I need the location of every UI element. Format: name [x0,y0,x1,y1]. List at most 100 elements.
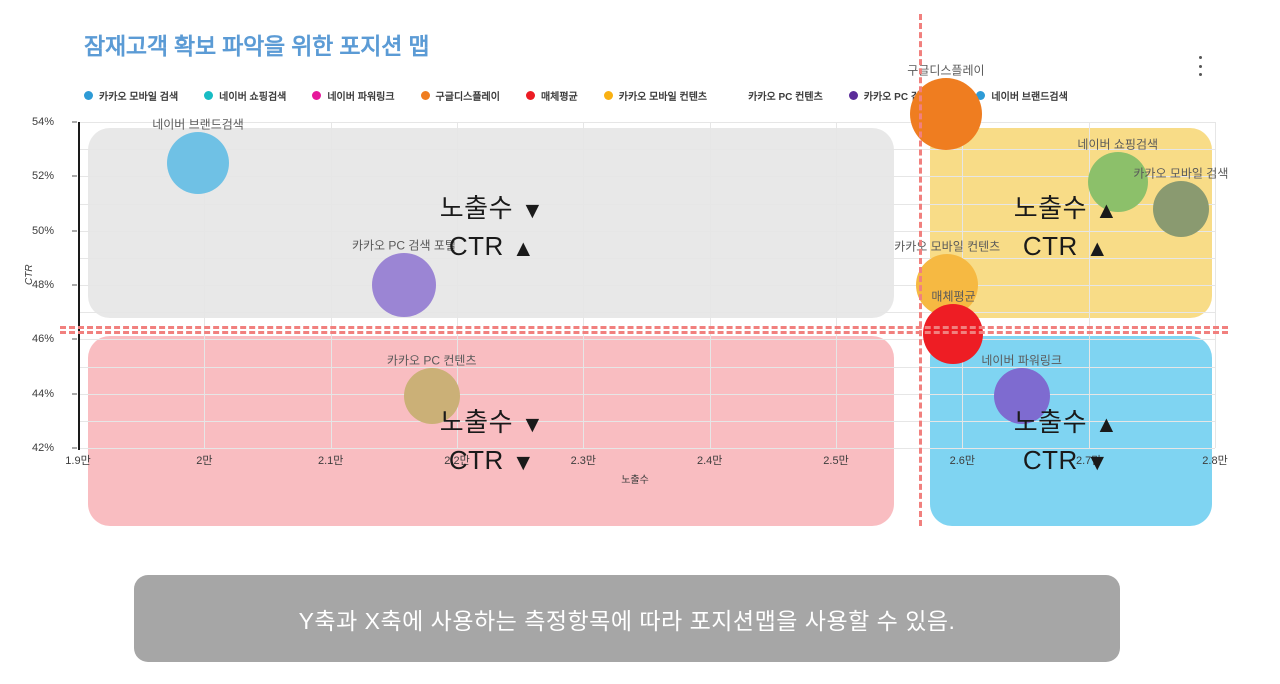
legend-dot-icon [312,90,322,100]
quadrant-label-bottom-left: 노출수 ▼ CTR ▼ [440,404,545,479]
x-axis-tick-label: 2.7만 [1075,455,1102,467]
ql-tr-arrow1: ▲ [1095,197,1119,223]
legend-label: 네이버 브랜드검색 [991,91,1068,103]
quadrant-label-bottom-right: 노출수 ▲ CTR ▼ [1014,404,1119,479]
chart-legend: 카카오 모바일 검색 네이버 쇼핑검색 네이버 파워링크 구글디스플레이 매체평균 카카오… [84,88,1164,106]
y-axis-tickmark [72,393,77,395]
y-axis-tickmark [72,284,77,286]
ql-bl-metric2: CTR [448,444,504,475]
legend-dot-icon [525,90,535,100]
legend-label: 네이버 파워링크 [327,91,395,103]
data-point-bubble[interactable] [167,131,230,194]
x-axis-tick-label: 1.9만 [65,455,91,467]
gridline-horizontal [78,393,1215,395]
legend-item[interactable]: 카카오 모바일 검색 [84,88,179,103]
reference-line-vertical [919,14,922,526]
ql-tr-metric1: 노출수 [1013,193,1087,223]
legend-dot-icon [420,90,430,100]
legend-item[interactable]: 네이버 브랜드검색 [976,88,1068,103]
gridline-horizontal [78,176,1215,178]
legend-label: 카카오 모바일 컨텐츠 [618,91,708,103]
x-axis-tick-label: 2.8만 [1202,455,1228,467]
quadrant-bottom-left [88,336,894,526]
ql-tl-metric1: 노출수 [439,193,513,223]
ql-br-arrow2: ▼ [1085,448,1110,475]
reference-line-horizontal-2 [60,331,1228,334]
data-point-bubble[interactable] [1152,180,1209,237]
caption-text: Y축과 X축에 사용하는 측정항목에 따라 포지션맵을 사용할 수 있음. [298,607,956,634]
x-axis-title: 노출수 [621,475,649,486]
y-axis-title: CTR [24,264,35,285]
plot-area: 네이버 브랜드검색 카카오 PC 검색 포털 카카오 PC 컨텐츠 구글디스플레이 카카… [78,63,1228,449]
data-point-bubble[interactable] [1087,151,1148,212]
ql-tl-arrow1: ▼ [521,197,545,223]
legend-label: 카카오 모바일 검색 [99,91,179,103]
legend-dot-icon [84,90,93,100]
data-point-label: 카카오 모바일 컨텐츠 [894,239,1001,254]
legend-dot-icon [848,90,858,100]
legend-item[interactable]: 매체평균 [525,88,578,103]
gridline-horizontal [78,122,1215,123]
data-point-label: 네이버 브랜드검색 [152,117,244,132]
gridline-horizontal [78,312,1215,314]
legend-label: 구글디스플레이 [435,91,500,103]
legend-item[interactable]: 카카오 모바일 컨텐츠 [603,88,708,103]
gridline-horizontal [78,230,1215,232]
ql-br-arrow1: ▲ [1095,411,1119,437]
ql-bl-arrow1: ▼ [521,411,545,437]
legend-item[interactable]: 구글디스플레이 [420,88,500,103]
ql-tr-metric2: CTR [1022,230,1078,261]
gridline-horizontal [78,366,1215,368]
legend-item[interactable]: 네이버 파워링크 [312,88,395,103]
x-axis-tick-label: 2.2만 [444,455,470,467]
data-point-bubble[interactable] [403,368,460,425]
legend-dot-icon [204,90,214,100]
reference-line-horizontal-1 [60,326,1228,329]
quadrant-bottom-right [930,336,1212,526]
y-axis-tickmark [72,230,77,232]
legend-label: 네이버 쇼핑검색 [219,91,287,103]
legend-dot-icon [603,90,613,100]
x-axis-tick-label: 2.4만 [696,455,723,467]
ql-br-metric2: CTR [1022,444,1078,475]
legend-dot-icon [976,90,986,100]
y-axis-tickmark [72,338,77,340]
legend-item[interactable]: 카카오 PC 검색 포털 [848,88,951,103]
y-axis-tickmark [72,121,77,123]
x-axis-tick-label: 2.3만 [570,455,597,467]
legend-label: 카카오 PC 검색 포털 [863,91,951,103]
gridline-horizontal [78,420,1215,422]
ql-bl-metric1: 노출수 [439,407,513,437]
ql-tr-arrow2: ▲ [1085,234,1110,261]
legend-item[interactable]: 카카오 PC 컨텐츠 [733,88,823,103]
ql-tl-arrow2: ▲ [511,234,536,261]
x-axis-tick-label: 2만 [196,455,213,467]
x-axis-tick-label: 2.6만 [949,455,976,467]
y-axis-line [78,122,80,450]
ql-tl-metric2: CTR [448,230,504,261]
x-axis-tick-label: 2.1만 [317,455,344,467]
gridline-vertical [1215,122,1216,448]
ql-br-metric1: 노출수 [1013,407,1087,437]
legend-label: 매체평균 [540,91,578,103]
legend-dot-icon [733,91,742,100]
gridline-horizontal [78,203,1215,205]
x-axis-tick-label: 2.5만 [823,455,849,467]
y-axis-tickmark [72,447,77,449]
quadrant-label-top-left: 노출수 ▼ CTR ▲ [440,190,545,265]
kebab-menu-icon[interactable] [1193,56,1207,76]
gridline-horizontal [78,149,1215,151]
ql-bl-arrow2: ▼ [511,448,536,475]
gridline-horizontal [78,257,1215,259]
caption-box: Y축과 X축에 사용하는 측정항목에 따라 포지션맵을 사용할 수 있음. [134,575,1120,662]
legend-label: 카카오 PC 컨텐츠 [748,91,823,103]
x-axis-ticks: 1.9만 2만 2.1만 2.2만 2.3만 2.4만 2.5만 2.6만 2.7만 2.8만 [65,452,1227,468]
y-axis-tickmark [72,175,77,177]
data-point-bubble[interactable] [371,253,436,317]
gridline-horizontal [78,285,1215,286]
legend-item[interactable]: 네이버 쇼핑검색 [204,88,287,103]
data-point-bubble[interactable] [993,368,1050,425]
gridline-horizontal [78,339,1215,341]
quadrant-label-top-right: 노출수 ▲ CTR ▲ [1014,190,1119,265]
